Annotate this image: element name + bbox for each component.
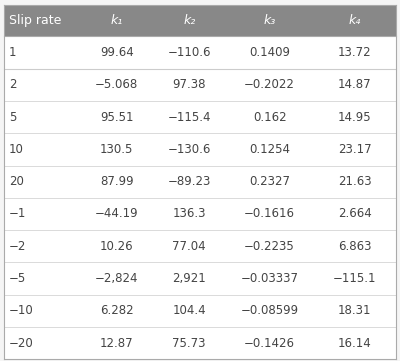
Text: 23.17: 23.17 (338, 143, 372, 156)
Text: −0.08599: −0.08599 (240, 304, 299, 317)
Text: −0.1616: −0.1616 (244, 208, 295, 221)
Text: −0.03337: −0.03337 (240, 272, 298, 285)
Text: 0.162: 0.162 (253, 110, 286, 123)
Text: −5: −5 (9, 272, 26, 285)
Text: 0.2327: 0.2327 (249, 175, 290, 188)
Text: 87.99: 87.99 (100, 175, 134, 188)
Text: 77.04: 77.04 (172, 240, 206, 253)
Text: 10: 10 (9, 143, 24, 156)
Text: 14.95: 14.95 (338, 110, 372, 123)
Text: −0.2235: −0.2235 (244, 240, 295, 253)
Text: −130.6: −130.6 (168, 143, 211, 156)
Text: 130.5: 130.5 (100, 143, 133, 156)
Text: 12.87: 12.87 (100, 336, 134, 349)
Text: 0.1254: 0.1254 (249, 143, 290, 156)
Text: 20: 20 (9, 175, 24, 188)
Text: 2,921: 2,921 (172, 272, 206, 285)
Text: k₃: k₃ (264, 14, 276, 27)
Text: k₄: k₄ (349, 14, 361, 27)
Text: −110.6: −110.6 (168, 46, 211, 59)
Text: 18.31: 18.31 (338, 304, 372, 317)
Text: Slip rate: Slip rate (9, 14, 61, 27)
Text: −0.1426: −0.1426 (244, 336, 295, 349)
Text: 75.73: 75.73 (172, 336, 206, 349)
Text: −2,824: −2,824 (95, 272, 138, 285)
Text: −0.2022: −0.2022 (244, 78, 295, 91)
Text: −115.4: −115.4 (168, 110, 211, 123)
Text: −20: −20 (9, 336, 34, 349)
Text: 2: 2 (9, 78, 16, 91)
Text: −44.19: −44.19 (95, 208, 138, 221)
Text: −1: −1 (9, 208, 26, 221)
Text: k₂: k₂ (183, 14, 195, 27)
Text: 104.4: 104.4 (172, 304, 206, 317)
Text: −5.068: −5.068 (95, 78, 138, 91)
Text: k₁: k₁ (110, 14, 123, 27)
Text: 14.87: 14.87 (338, 78, 372, 91)
Text: −89.23: −89.23 (168, 175, 211, 188)
Text: 10.26: 10.26 (100, 240, 134, 253)
Text: 6.863: 6.863 (338, 240, 372, 253)
Text: 5: 5 (9, 110, 16, 123)
Text: 99.64: 99.64 (100, 46, 134, 59)
Text: −2: −2 (9, 240, 26, 253)
Text: 136.3: 136.3 (172, 208, 206, 221)
Text: −115.1: −115.1 (333, 272, 376, 285)
Text: 21.63: 21.63 (338, 175, 372, 188)
Bar (4, 5, 396, 36)
Text: 2.664: 2.664 (338, 208, 372, 221)
Text: 97.38: 97.38 (172, 78, 206, 91)
Text: 95.51: 95.51 (100, 110, 134, 123)
Text: −10: −10 (9, 304, 34, 317)
Text: 6.282: 6.282 (100, 304, 134, 317)
Text: 1: 1 (9, 46, 16, 59)
Text: 0.1409: 0.1409 (249, 46, 290, 59)
Text: 16.14: 16.14 (338, 336, 372, 349)
Text: 13.72: 13.72 (338, 46, 372, 59)
